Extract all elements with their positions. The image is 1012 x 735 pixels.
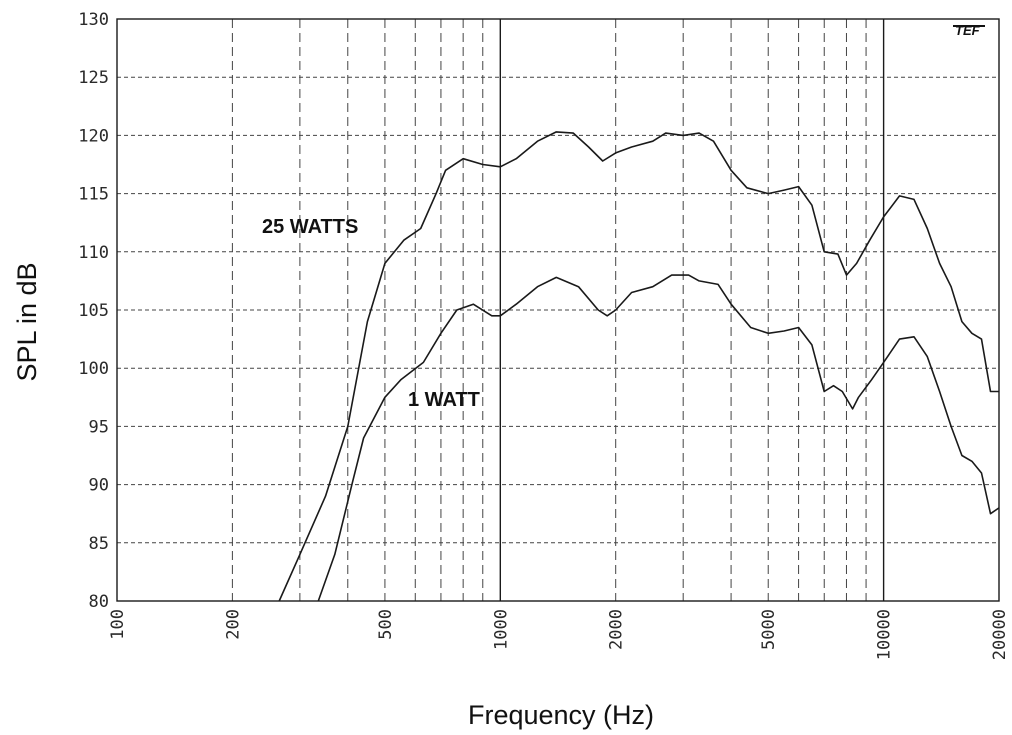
series-label-25-watts: 25 WATTS	[262, 216, 358, 238]
x-tick-label: 20000	[990, 609, 1010, 660]
y-tick-label: 105	[78, 301, 109, 321]
x-tick-label: 5000	[759, 609, 779, 650]
x-tick-label: 2000	[607, 609, 627, 650]
x-tick-label: 100	[108, 609, 128, 640]
x-tick-label: 10000	[875, 609, 895, 660]
y-tick-label: 130	[78, 10, 109, 30]
tef-logo: TEF	[953, 23, 985, 38]
series-line-25-watts	[278, 131, 999, 602]
y-tick-label: 95	[89, 417, 109, 437]
plot-frame	[116, 18, 1000, 602]
y-tick-labels: 80 85 90 95 100 105 110 115 120 125 130	[78, 10, 109, 612]
x-tick-labels: 100 200 500 1000 2000 5000 10000 20000	[108, 609, 1010, 660]
series-line-1-watt	[317, 274, 1000, 602]
y-tick-label: 120	[78, 126, 109, 146]
x-tick-label: 1000	[491, 609, 511, 650]
y-tick-label: 85	[89, 534, 109, 554]
series-label-1-watt: 1 WATT	[408, 389, 480, 411]
x-tick-label: 500	[376, 609, 396, 640]
plot-area	[116, 18, 1000, 602]
grid-lines	[117, 19, 999, 601]
y-tick-label: 90	[89, 476, 109, 496]
x-axis-title: Frequency (Hz)	[468, 700, 654, 730]
y-tick-label: 125	[78, 68, 109, 88]
series-lines	[278, 131, 1000, 602]
y-tick-label: 80	[89, 592, 109, 612]
y-axis-title: SPL in dB	[12, 262, 42, 381]
y-tick-label: 110	[78, 243, 109, 263]
y-tick-label: 115	[78, 185, 109, 205]
y-tick-label: 100	[78, 359, 109, 379]
x-tick-label: 200	[223, 609, 243, 640]
